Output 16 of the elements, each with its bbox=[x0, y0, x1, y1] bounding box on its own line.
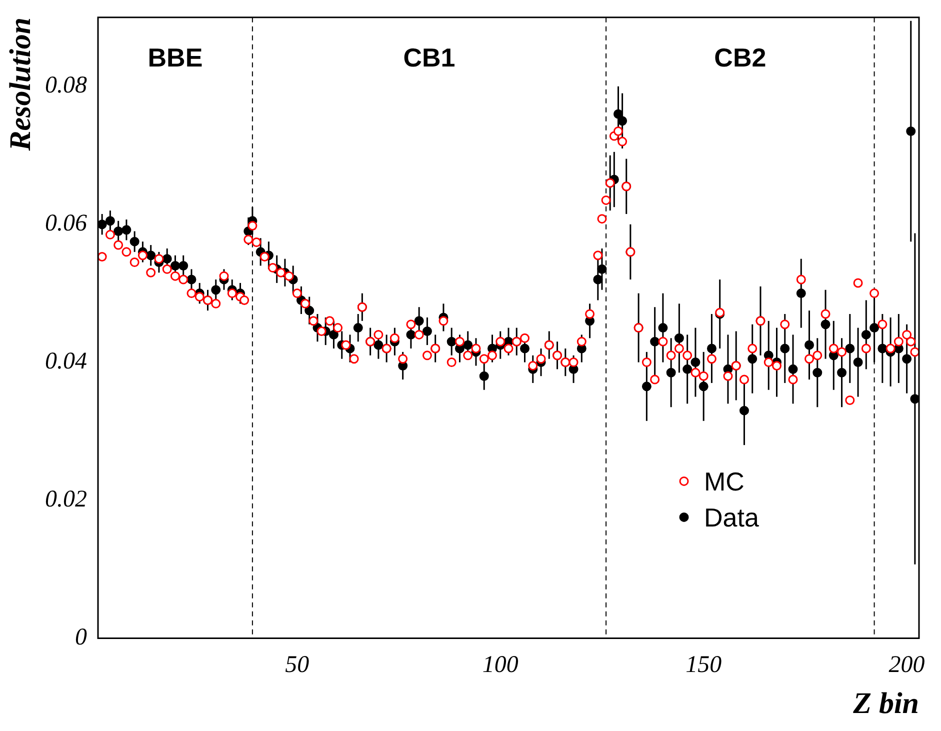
annotation: CB1 bbox=[403, 42, 456, 73]
y-tick-label: 0.02 bbox=[45, 486, 87, 513]
x-tick-label: 150 bbox=[686, 652, 722, 678]
y-tick-label: 0 bbox=[75, 624, 87, 651]
y-tick-label: 0.06 bbox=[45, 210, 87, 237]
legend-label: MC bbox=[704, 466, 744, 496]
x-tick-label: 100 bbox=[482, 652, 518, 678]
y-tick-label: 0.08 bbox=[45, 72, 87, 99]
y-axis-title: Resolution bbox=[4, 17, 37, 152]
annotation: BBE bbox=[148, 42, 203, 73]
annotation: CB2 bbox=[714, 42, 766, 73]
x-tick-label: 50 bbox=[285, 652, 310, 678]
x-axis-title: Z bin bbox=[852, 686, 919, 720]
legend-label: Data bbox=[704, 502, 760, 532]
x-tick-label: 200 bbox=[888, 652, 925, 678]
y-tick-label: 0.04 bbox=[45, 348, 87, 375]
